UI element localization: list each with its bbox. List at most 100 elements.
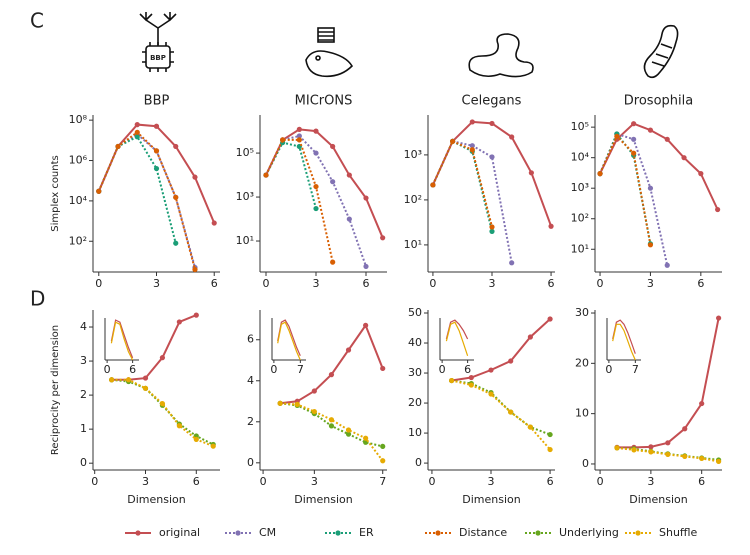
y-axis-label: Reciprocity per dimension [50,325,61,455]
point [345,431,352,437]
x-tick-label: 3 [311,475,318,488]
point [313,183,319,190]
legend-label: ER [359,526,374,539]
legend-label: Underlying [559,526,619,539]
legend-label: Distance [459,526,507,539]
point [468,382,474,388]
x-tick-label: 6 [697,277,704,290]
y-tick-label: 3 [80,354,87,367]
y-tick-label: 40 [408,336,422,349]
point [153,148,160,154]
icon-mouse [305,27,354,78]
y-tick-label: 1 [80,422,87,435]
x-tick-label: 0 [263,277,270,290]
y-tick-label: 10³ [236,190,254,203]
y-tick-label: 2 [247,415,254,428]
x-tick-label: 6 [193,475,200,488]
y-tick-label: 10 [575,407,589,420]
legend-marker [235,530,241,536]
series-line [599,134,652,245]
point [699,455,705,462]
point [125,377,132,383]
point [380,443,386,450]
x-tick-label: 3 [488,277,495,290]
x-tick-label: 0 [597,475,604,488]
x-tick-label: 0 [597,277,604,290]
point [153,123,160,129]
point [469,147,475,153]
legend-label: Shuffle [659,526,698,539]
point [631,150,637,156]
point [509,134,515,140]
point [716,458,722,465]
point [527,424,533,430]
point [142,385,149,391]
point [664,136,670,142]
point [380,235,386,241]
point [489,120,495,127]
point [313,128,319,134]
inset-x-tick-label: 0 [605,363,612,376]
point [115,143,121,150]
point [449,377,455,384]
point [631,136,637,142]
point [296,137,302,143]
point [528,170,534,176]
series-line [612,323,636,361]
point [682,453,688,460]
legend-marker [135,530,141,536]
series-line [97,130,196,270]
point [280,137,286,143]
point [313,205,319,212]
point [173,194,179,200]
series-line [277,319,301,357]
y-tick-label: 10 [408,426,422,439]
point [294,401,300,407]
chart-title: BBP [144,94,170,109]
x-tick-label: 6 [363,277,370,290]
inset-x-tick-label: 7 [297,363,304,376]
legend-marker [335,530,341,536]
y-tick-label: 10² [571,212,589,225]
y-tick-label: 10⁶ [69,154,88,167]
series-line [431,139,493,228]
legend-marker [535,530,541,536]
point [682,426,688,432]
point [363,195,369,201]
point [173,143,179,150]
point [614,445,620,451]
series-line [265,138,334,263]
y-tick-label: 30 [408,366,422,379]
point [698,171,704,177]
point [153,165,160,172]
series-line [451,379,551,436]
y-tick-label: 2 [80,388,87,401]
point [508,409,514,415]
series-line [265,141,317,209]
x-axis-label: Dimension [629,493,687,506]
series-line [280,402,384,462]
icon-worm [468,33,534,78]
inset-x-tick-label: 6 [129,363,136,376]
inset-x-tick-label: 0 [270,363,277,376]
point [134,134,140,140]
point [509,260,515,266]
point [176,423,182,429]
point [142,375,149,381]
point [489,154,495,160]
point [192,266,198,273]
legend-label: CM [259,526,276,539]
point [210,443,216,449]
point [488,367,494,373]
point [159,355,166,361]
y-tick-label: 0 [80,456,87,469]
x-tick-label: 3 [647,277,654,290]
y-tick-label: 10¹ [404,238,422,251]
point [450,138,456,144]
y-tick-label: 4 [247,374,254,387]
legend-marker [635,530,641,536]
point [328,417,335,423]
point [489,224,495,230]
point [134,129,140,135]
point [469,143,475,149]
